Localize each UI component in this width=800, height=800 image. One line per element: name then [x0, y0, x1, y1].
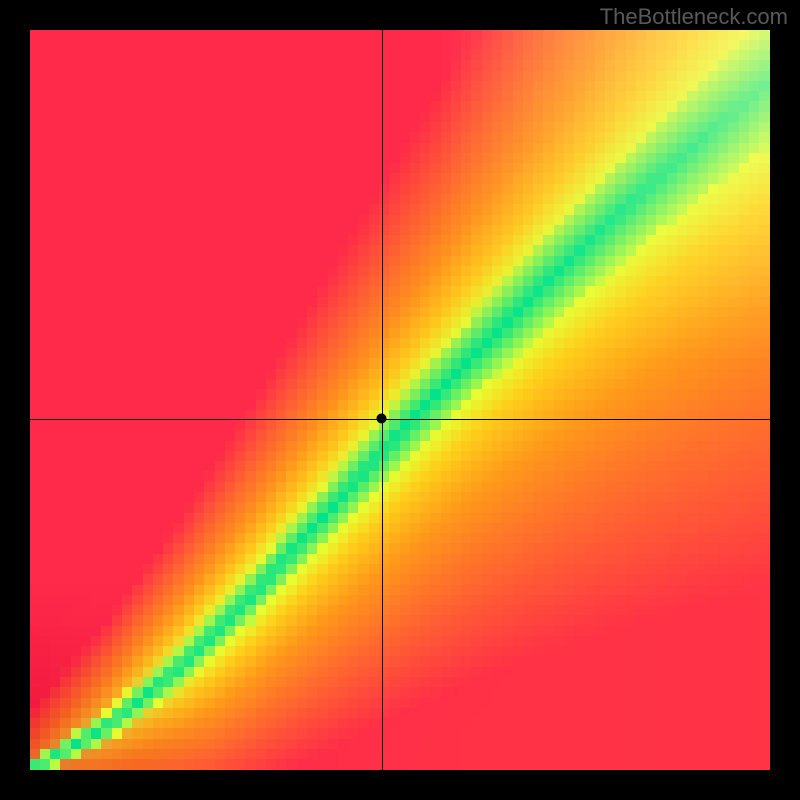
chart-container: TheBottleneck.com — [0, 0, 800, 800]
watermark-text: TheBottleneck.com — [600, 4, 788, 30]
bottleneck-heatmap — [30, 30, 770, 770]
